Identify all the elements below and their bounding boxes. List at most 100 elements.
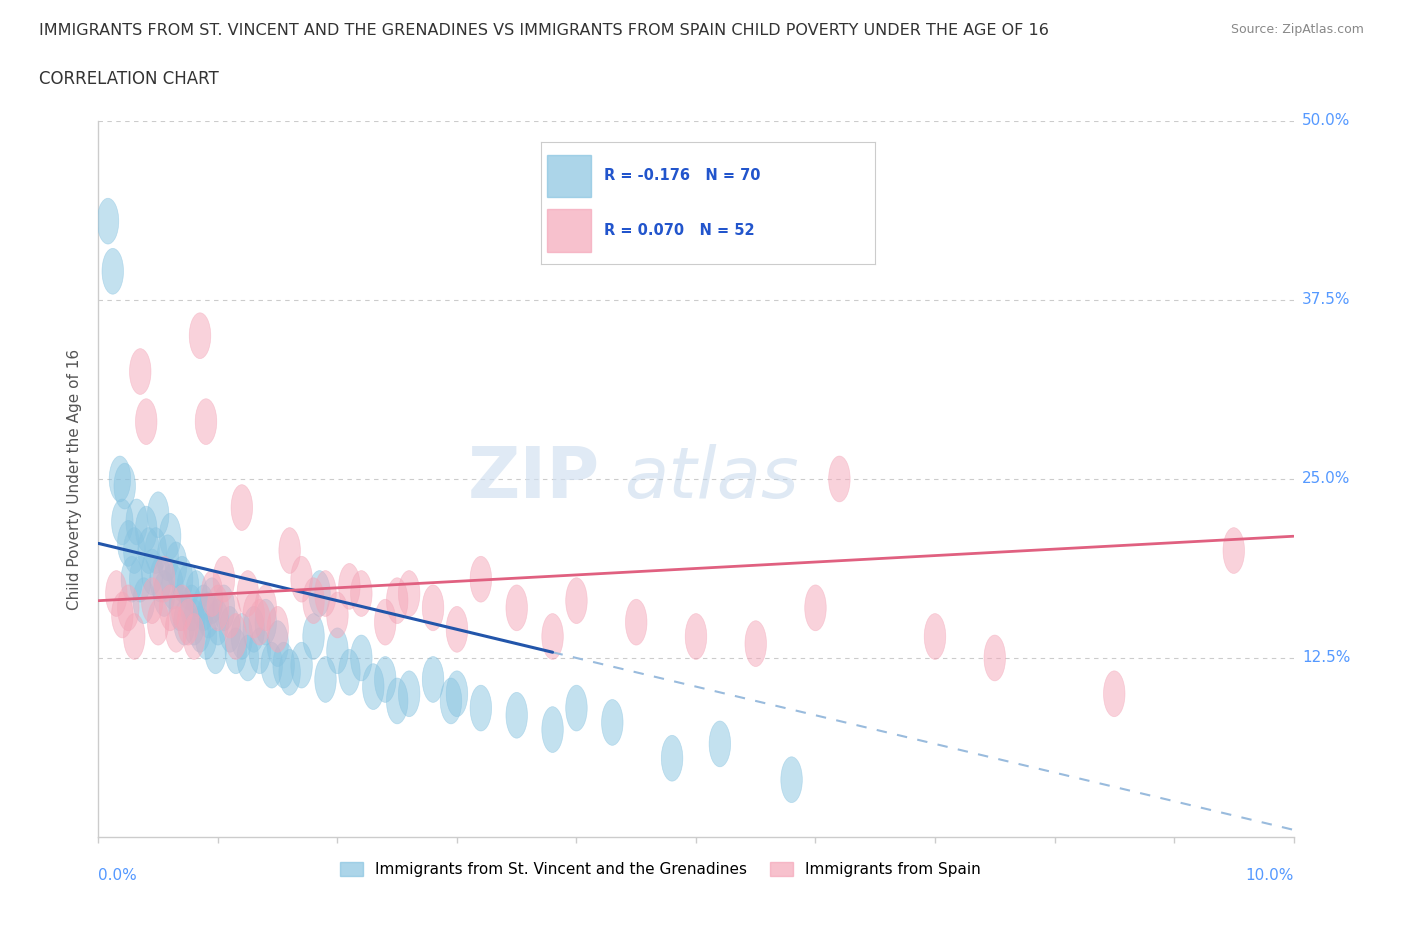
- Ellipse shape: [350, 635, 373, 681]
- Ellipse shape: [201, 578, 222, 624]
- Ellipse shape: [110, 456, 131, 502]
- Ellipse shape: [541, 614, 564, 659]
- Ellipse shape: [541, 707, 564, 752]
- Ellipse shape: [231, 485, 253, 530]
- Ellipse shape: [166, 542, 187, 588]
- Ellipse shape: [183, 599, 205, 645]
- Ellipse shape: [685, 614, 707, 659]
- Ellipse shape: [135, 506, 157, 552]
- Text: 12.5%: 12.5%: [1302, 650, 1350, 666]
- Ellipse shape: [262, 643, 283, 688]
- Ellipse shape: [398, 571, 420, 617]
- Ellipse shape: [150, 556, 172, 602]
- Ellipse shape: [709, 721, 731, 767]
- Ellipse shape: [195, 614, 217, 659]
- Ellipse shape: [111, 592, 134, 638]
- Ellipse shape: [183, 614, 205, 659]
- Ellipse shape: [243, 606, 264, 652]
- Ellipse shape: [446, 671, 468, 717]
- Ellipse shape: [254, 585, 277, 631]
- Ellipse shape: [1223, 527, 1244, 574]
- Ellipse shape: [315, 571, 336, 617]
- Ellipse shape: [470, 556, 492, 602]
- Ellipse shape: [745, 620, 766, 667]
- Ellipse shape: [363, 664, 384, 710]
- Ellipse shape: [153, 556, 174, 602]
- Ellipse shape: [315, 657, 336, 702]
- Ellipse shape: [193, 585, 214, 631]
- Ellipse shape: [118, 521, 139, 566]
- Ellipse shape: [214, 556, 235, 602]
- Ellipse shape: [302, 578, 325, 624]
- Ellipse shape: [129, 556, 150, 602]
- Ellipse shape: [339, 649, 360, 696]
- Ellipse shape: [506, 692, 527, 738]
- Ellipse shape: [924, 614, 946, 659]
- Ellipse shape: [166, 606, 187, 652]
- Ellipse shape: [374, 599, 396, 645]
- Ellipse shape: [249, 599, 270, 645]
- Ellipse shape: [124, 614, 145, 659]
- Ellipse shape: [157, 535, 179, 580]
- Ellipse shape: [225, 628, 246, 673]
- Ellipse shape: [440, 678, 461, 724]
- Ellipse shape: [195, 399, 217, 445]
- Ellipse shape: [470, 685, 492, 731]
- Ellipse shape: [231, 614, 253, 659]
- Ellipse shape: [398, 671, 420, 717]
- Text: IMMIGRANTS FROM ST. VINCENT AND THE GRENADINES VS IMMIGRANTS FROM SPAIN CHILD PO: IMMIGRANTS FROM ST. VINCENT AND THE GREN…: [39, 23, 1049, 38]
- Ellipse shape: [159, 585, 181, 631]
- Ellipse shape: [780, 757, 803, 803]
- Text: 25.0%: 25.0%: [1302, 472, 1350, 486]
- Ellipse shape: [145, 527, 166, 574]
- Ellipse shape: [97, 198, 118, 244]
- Ellipse shape: [219, 606, 240, 652]
- Ellipse shape: [105, 571, 127, 617]
- Ellipse shape: [302, 614, 325, 659]
- Ellipse shape: [243, 592, 264, 638]
- Ellipse shape: [111, 499, 134, 545]
- Ellipse shape: [1104, 671, 1125, 717]
- Ellipse shape: [506, 585, 527, 631]
- Ellipse shape: [387, 578, 408, 624]
- Ellipse shape: [565, 685, 588, 731]
- Ellipse shape: [422, 585, 444, 631]
- Ellipse shape: [291, 556, 312, 602]
- Ellipse shape: [177, 599, 198, 645]
- Ellipse shape: [103, 248, 124, 294]
- Ellipse shape: [238, 635, 259, 681]
- Ellipse shape: [278, 649, 301, 696]
- Text: ZIP: ZIP: [468, 445, 600, 513]
- Ellipse shape: [138, 527, 159, 574]
- Ellipse shape: [207, 599, 229, 645]
- Ellipse shape: [190, 606, 211, 652]
- Ellipse shape: [984, 635, 1005, 681]
- Ellipse shape: [350, 571, 373, 617]
- Ellipse shape: [134, 578, 155, 624]
- Text: 10.0%: 10.0%: [1246, 868, 1294, 883]
- Ellipse shape: [828, 456, 851, 502]
- Ellipse shape: [124, 527, 145, 574]
- Ellipse shape: [186, 571, 207, 617]
- Ellipse shape: [249, 628, 270, 673]
- Ellipse shape: [207, 585, 229, 631]
- Text: atlas: atlas: [624, 445, 799, 513]
- Ellipse shape: [387, 678, 408, 724]
- Ellipse shape: [148, 492, 169, 538]
- Text: CORRELATION CHART: CORRELATION CHART: [39, 70, 219, 87]
- Ellipse shape: [142, 578, 163, 624]
- Ellipse shape: [326, 592, 349, 638]
- Ellipse shape: [177, 564, 198, 609]
- Ellipse shape: [172, 585, 193, 631]
- Ellipse shape: [804, 585, 827, 631]
- Ellipse shape: [159, 513, 181, 559]
- Ellipse shape: [114, 463, 135, 509]
- Ellipse shape: [214, 585, 235, 631]
- Ellipse shape: [374, 657, 396, 702]
- Ellipse shape: [148, 599, 169, 645]
- Ellipse shape: [446, 606, 468, 652]
- Ellipse shape: [172, 556, 193, 602]
- Ellipse shape: [238, 571, 259, 617]
- Ellipse shape: [205, 628, 226, 673]
- Ellipse shape: [201, 571, 222, 617]
